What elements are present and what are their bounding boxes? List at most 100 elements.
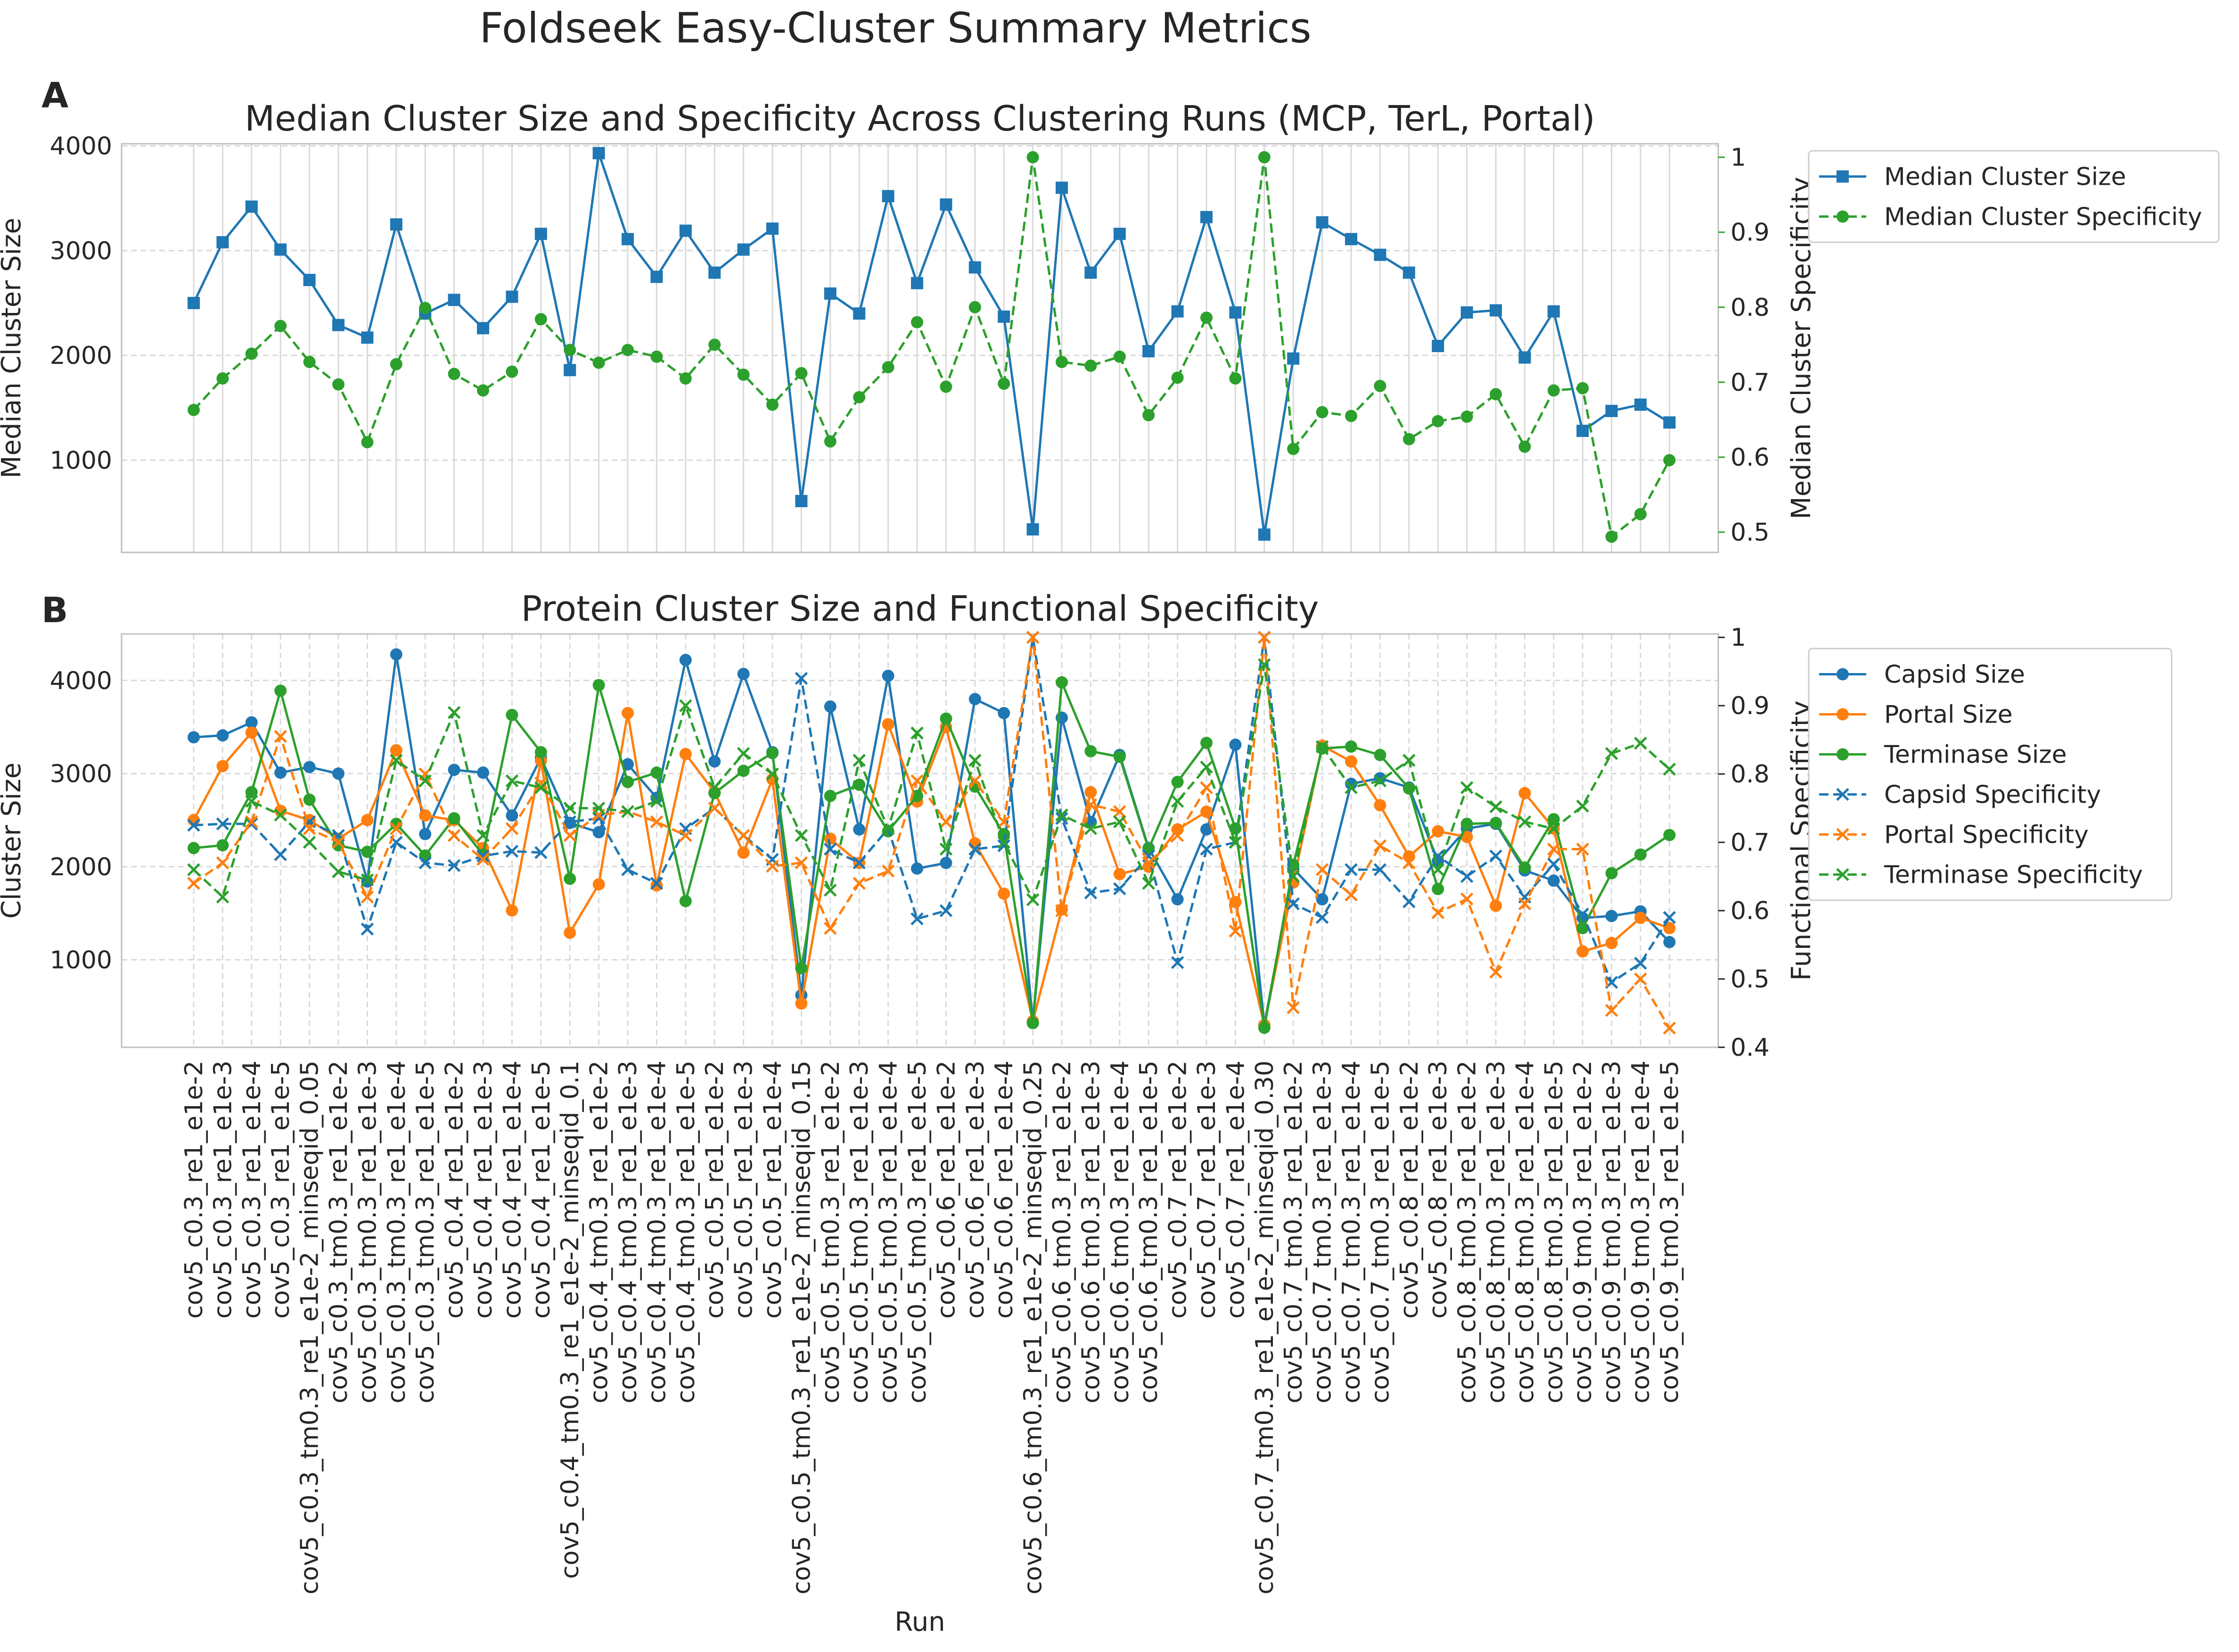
median-cluster-specificity-point (361, 436, 373, 448)
panel-a-letter: A (41, 75, 68, 116)
portal-size-point (1084, 786, 1097, 798)
legend-label: Capsid Specificity (1884, 781, 2101, 809)
median-cluster-size-point (1287, 353, 1299, 365)
x-tick-label: cov5_c0.6_re1_e1e-4 (990, 1060, 1018, 1319)
legend-label: Median Cluster Specificity (1884, 203, 2202, 231)
median-cluster-size-point (882, 190, 894, 202)
terminase-size-point (361, 846, 373, 858)
y-right-tick-label: 1 (1731, 624, 1746, 652)
terminase-size-point (1027, 1017, 1039, 1029)
legend-marker (1837, 668, 1849, 681)
terminase-size-point (1461, 818, 1473, 830)
median-cluster-size-point (216, 236, 229, 248)
median-cluster-size-point (766, 222, 779, 235)
x-tick-label: cov5_c0.6_tm0.3_re1_e1e-3 (1077, 1060, 1105, 1404)
median-cluster-size-point (1461, 306, 1473, 319)
terminase-size-point (1518, 862, 1531, 874)
x-tick-label: cov5_c0.8_tm0.3_re1_e1e-3 (1482, 1060, 1510, 1404)
median-cluster-specificity-point (1084, 360, 1097, 372)
x-tick-label: cov5_c0.6_tm0.3_re1_e1e-2_minseqid_0.25 (1019, 1060, 1048, 1594)
capsid-size-point (419, 828, 431, 840)
median-cluster-size-point (1518, 352, 1531, 364)
median-cluster-specificity-point (188, 404, 200, 416)
median-cluster-size-point (477, 322, 489, 334)
terminase-size-point (1634, 848, 1647, 861)
capsid-size-point (708, 756, 721, 768)
median-cluster-specificity-point (448, 368, 460, 380)
median-cluster-specificity-point (1114, 351, 1126, 363)
y-right-tick-label: 0.5 (1731, 518, 1770, 547)
capsid-size-point (998, 707, 1010, 719)
y-right-tick-label: 0.6 (1731, 444, 1770, 472)
median-cluster-size-point (1606, 405, 1618, 417)
terminase-size-point (680, 895, 692, 907)
terminase-size-point (1663, 829, 1675, 841)
x-tick-label: cov5_c0.3_tm0.3_re1_e1e-5 (411, 1060, 440, 1404)
legend-marker (1837, 211, 1849, 223)
terminase-size-point (216, 839, 229, 851)
median-cluster-specificity-point (882, 361, 894, 373)
median-cluster-specificity-point (1490, 388, 1502, 400)
terminase-size-point (535, 746, 547, 758)
median-cluster-specificity-point (708, 338, 721, 351)
x-tick-label: cov5_c0.5_tm0.3_re1_e1e-2 (817, 1060, 845, 1404)
legend-label: Portal Specificity (1884, 821, 2089, 849)
terminase-size-point (795, 962, 807, 974)
median-cluster-size-point (506, 291, 518, 303)
x-tick-label: cov5_c0.5_re1_e1e-4 (759, 1060, 787, 1319)
x-tick-label: cov5_c0.8_re1_e1e-3 (1424, 1060, 1452, 1319)
median-cluster-size-point (361, 331, 373, 344)
median-cluster-size-point (390, 218, 402, 230)
median-cluster-size-point (738, 244, 750, 256)
median-cluster-size-point (593, 147, 605, 159)
x-tick-label: cov5_c0.4_tm0.3_re1_e1e-2_minseqid_0.1 (556, 1060, 584, 1579)
portal-size-point (1634, 912, 1647, 924)
median-cluster-size-point (1142, 345, 1155, 357)
panel-title: Median Cluster Size and Specificity Acro… (245, 99, 1595, 139)
median-cluster-specificity-point (1172, 371, 1184, 384)
terminase-size-point (1229, 822, 1241, 835)
x-tick-label: cov5_c0.7_tm0.3_re1_e1e-4 (1337, 1060, 1366, 1404)
median-cluster-specificity-point (738, 369, 750, 381)
capsid-size-point (390, 648, 402, 660)
legend-marker (1837, 171, 1849, 183)
capsid-size-point (969, 693, 981, 705)
terminase-size-point (1200, 737, 1213, 749)
median-cluster-specificity-point (911, 316, 923, 329)
portal-size-point (419, 809, 431, 822)
terminase-size-point (824, 790, 837, 802)
terminase-size-point (738, 764, 750, 777)
terminase-size-point (650, 766, 663, 779)
median-cluster-size-point (448, 294, 460, 306)
x-tick-label: cov5_c0.7_re1_e1e-4 (1222, 1060, 1250, 1319)
x-tick-label: cov5_c0.6_re1_e1e-2 (932, 1060, 960, 1319)
x-tick-label: cov5_c0.7_re1_e1e-3 (1193, 1060, 1221, 1319)
portal-size-point (1518, 787, 1531, 799)
median-cluster-size-point (1403, 266, 1415, 279)
x-tick-label: cov5_c0.7_re1_e1e-2 (1164, 1060, 1192, 1319)
x-tick-label: cov5_c0.6_re1_e1e-3 (961, 1060, 990, 1319)
x-tick-label: cov5_c0.4_re1_e1e-2 (441, 1060, 469, 1319)
y-right-tick-label: 1 (1731, 144, 1746, 172)
median-cluster-size-point (332, 319, 344, 331)
y-right-tick-label: 0.4 (1731, 1034, 1770, 1062)
median-cluster-size-point (680, 225, 692, 237)
median-cluster-specificity-point (274, 320, 287, 332)
x-tick-label: cov5_c0.4_re1_e1e-3 (469, 1060, 498, 1319)
terminase-size-point (1606, 867, 1618, 879)
legend-marker (1837, 748, 1849, 761)
x-tick-label: cov5_c0.7_tm0.3_re1_e1e-2 (1279, 1060, 1308, 1404)
median-cluster-size-point (303, 274, 316, 286)
median-cluster-size-point (708, 266, 721, 279)
x-tick-label: cov5_c0.3_tm0.3_re1_e1e-2 (325, 1060, 353, 1404)
x-tick-label: cov5_c0.7_tm0.3_re1_e1e-3 (1309, 1060, 1337, 1404)
median-cluster-specificity-point (1027, 151, 1039, 164)
median-cluster-size-point (1172, 305, 1184, 318)
capsid-size-point (274, 766, 287, 779)
legend: Capsid SizePortal SizeTerminase SizeCaps… (1809, 649, 2172, 900)
x-tick-label: cov5_c0.9_tm0.3_re1_e1e-4 (1627, 1060, 1655, 1404)
median-cluster-size-point (274, 244, 287, 256)
y-tick-label: 2000 (50, 342, 112, 370)
x-tick-label: cov5_c0.5_tm0.3_re1_e1e-3 (845, 1060, 874, 1404)
